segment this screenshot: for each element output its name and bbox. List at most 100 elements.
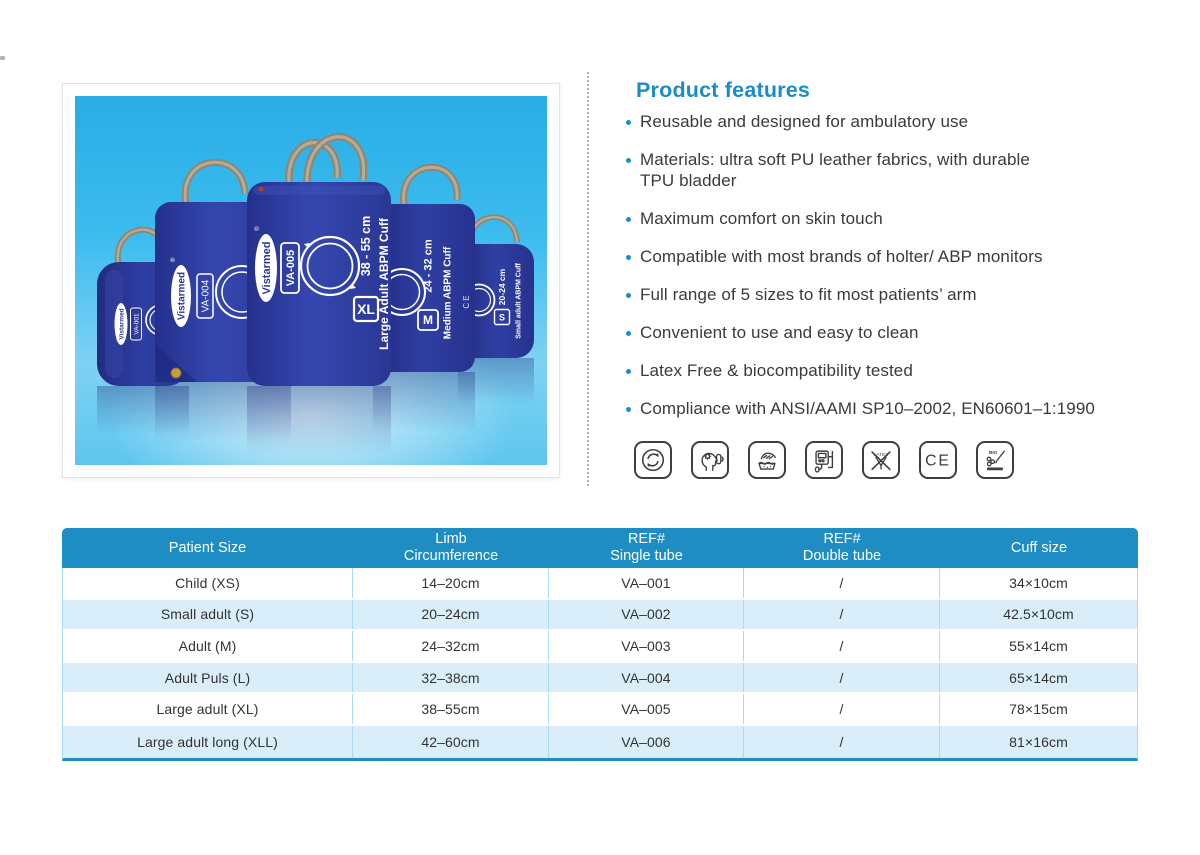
feature-item: Compatible with most brands of holter/ A… [626, 247, 1186, 268]
cuff-name: Large Adult ABPM Cuff [377, 217, 391, 350]
size-range: 24 - 32 cm [423, 239, 435, 292]
feature-item: Materials: ultra soft PU leather fabrics… [626, 150, 1186, 191]
feature-item: Convenient to use and easy to clean [626, 323, 1186, 344]
model-label: VA-004 [200, 279, 211, 312]
cuff-right: 24 - 32 cm M Medium ABPM Cuff CE [373, 163, 475, 372]
table-header-row: Patient Size Limb Circumference REF# Sin… [62, 528, 1138, 568]
feature-item: Latex Free & biocompatibility tested [626, 361, 1186, 382]
latex-free-icon: LATEX [862, 441, 900, 479]
column-header: Cuff size [1010, 539, 1068, 556]
product-features-section: Product features Reusable and designed f… [626, 78, 1186, 437]
table-cell: Child (XS) [63, 568, 353, 598]
column-header: REF# Double tube [802, 531, 882, 564]
bullet-icon [626, 330, 631, 336]
table-row: Adult (M) 24–32cm VA–003 / 55×14cm [63, 631, 1137, 663]
table-cell: Small adult (S) [63, 599, 353, 630]
table-cell: 42.5×10cm [1003, 606, 1074, 623]
bullet-icon [626, 254, 631, 260]
cuff-name: Small adult ABPM Cuff [516, 263, 523, 339]
biocompatibility-icon: BIO [976, 441, 1014, 479]
certification-icons-row: LATEX CE BIO [634, 441, 1014, 479]
bullet-icon [626, 158, 631, 163]
abpm-monitor-icon [805, 441, 843, 479]
table-cell: 34×10cm [1009, 574, 1068, 591]
table-cell: 32–38cm [353, 662, 549, 693]
table-cell: Large adult (XL) [63, 694, 353, 724]
table-cell: 78×15cm [1009, 701, 1068, 718]
feature-item: Maximum comfort on skin touch [626, 209, 1186, 230]
table-cell: 24–32cm [353, 631, 549, 661]
edge-artifact [0, 56, 5, 60]
size-code: M [423, 313, 433, 327]
feature-list: Reusable and designed for ambulatory use… [626, 112, 1186, 419]
table-row: Small adult (S) 20–24cm VA–002 / 42.5×10… [63, 599, 1137, 632]
table-cell: / [744, 631, 940, 661]
feature-item: Full range of 5 sizes to fit most patien… [626, 285, 1186, 306]
section-title: Product features [636, 78, 811, 102]
table-row: Large adult long (XLL) 42–60cm VA–006 / … [63, 725, 1137, 758]
bullet-icon [626, 292, 631, 298]
ce-mark-icon: CE [919, 441, 957, 479]
cuff-center: Vistarmed ® VA-005 38 - 55 cm [247, 133, 391, 386]
column-header: Limb Circumference [403, 531, 499, 564]
table-cell: 20–24cm [353, 599, 549, 630]
size-spec-table: Patient Size Limb Circumference REF# Sin… [62, 528, 1138, 761]
hand-wash-icon [748, 441, 786, 479]
product-photo-card: Vistarmed VA-001 [62, 83, 560, 478]
table-cell: Adult Puls (L) [63, 662, 353, 693]
brand-label: Vistarmed [176, 272, 187, 320]
product-photo: Vistarmed VA-001 [75, 96, 547, 465]
svg-text:LATEX: LATEX [874, 452, 889, 457]
table-cell: 38–55cm [353, 694, 549, 724]
abpm-cuffs-illustration: Vistarmed VA-001 [97, 133, 534, 456]
column-header: REF# Single tube [610, 531, 683, 564]
table-cell: VA–001 [549, 568, 744, 598]
table-cell: VA–005 [549, 694, 744, 724]
table-cell: VA–002 [549, 599, 744, 630]
comfort-skin-icon [691, 441, 729, 479]
table-cell: / [744, 662, 940, 693]
table-cell: Large adult long (XLL) [63, 725, 353, 758]
table-row: Adult Puls (L) 32–38cm VA–004 / 65×14cm [63, 662, 1137, 695]
feature-item: Compliance with ANSI/AAMI SP10–2002, EN6… [626, 399, 1186, 420]
table-row: Large adult (XL) 38–55cm VA–005 / 78×15c… [63, 694, 1137, 726]
model-label: VA-001 [133, 313, 140, 335]
table-cell: / [744, 599, 940, 630]
size-code: S [499, 312, 505, 322]
svg-text:BIO: BIO [989, 450, 998, 455]
table-cell: / [744, 694, 940, 724]
svg-text:CE: CE [925, 453, 951, 470]
table-cell: VA–006 [549, 725, 744, 758]
reusable-icon [634, 441, 672, 479]
table-cell: VA–004 [549, 662, 744, 693]
table-cell: 65×14cm [1009, 669, 1068, 686]
floor-reflections [97, 358, 534, 456]
brand-label: Vistarmed [118, 308, 125, 339]
size-code: XL [357, 301, 375, 317]
size-range: 20-24 cm [497, 268, 507, 305]
brand-label: Vistarmed [261, 242, 273, 295]
bullet-icon [626, 406, 631, 412]
bullet-icon [626, 120, 631, 125]
ce-mark-small: CE [462, 293, 471, 308]
table-cell: 55×14cm [1009, 637, 1068, 654]
table-cell: / [744, 568, 940, 598]
size-range: 38 - 55 cm [359, 216, 373, 276]
registered-mark: ® [170, 257, 177, 262]
bullet-icon [626, 368, 631, 374]
table-body: Child (XS) 14–20cm VA–001 / 34×10cm Smal… [62, 568, 1138, 761]
table-cell: 42–60cm [353, 725, 549, 758]
dotted-divider [587, 72, 589, 486]
table-row: Child (XS) 14–20cm VA–001 / 34×10cm [63, 568, 1137, 600]
table-cell: / [744, 725, 940, 758]
model-label: VA-005 [285, 250, 297, 286]
bullet-icon [626, 216, 631, 222]
column-header: Patient Size [168, 539, 247, 556]
registered-mark: ® [253, 226, 261, 231]
feature-item: Reusable and designed for ambulatory use [626, 112, 1186, 133]
cuff-name: Medium ABPM Cuff [442, 246, 453, 339]
table-cell: 14–20cm [353, 568, 549, 598]
table-cell: 81×16cm [1009, 733, 1068, 750]
table-cell: Adult (M) [63, 631, 353, 661]
